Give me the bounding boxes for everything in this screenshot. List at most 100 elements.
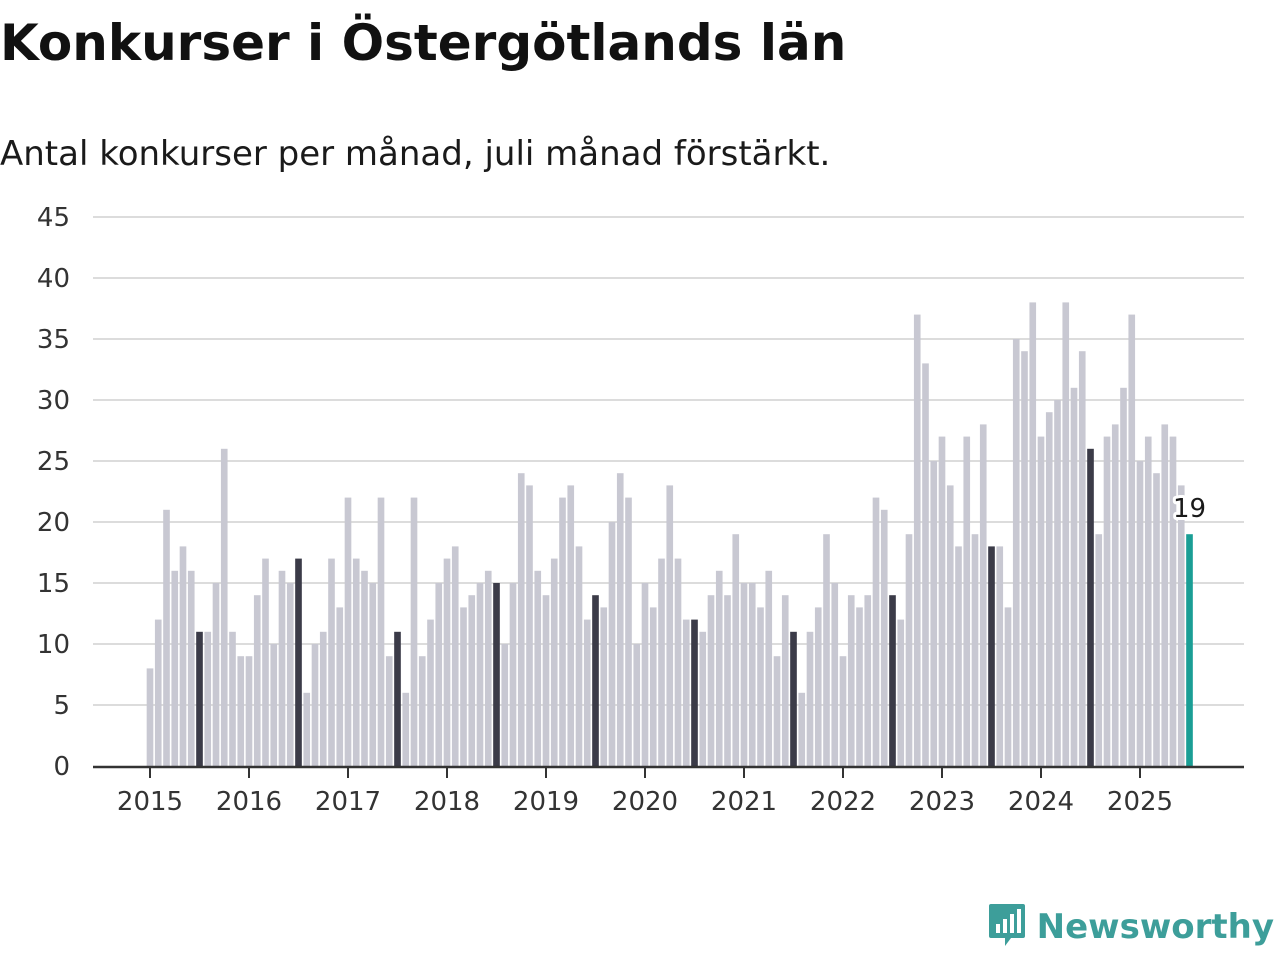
bar bbox=[955, 546, 962, 766]
bar bbox=[443, 558, 451, 766]
bar bbox=[278, 570, 286, 766]
value-labels: 19 bbox=[1170, 491, 1209, 527]
bar bbox=[831, 583, 839, 766]
bar bbox=[484, 570, 492, 766]
bar bbox=[922, 363, 929, 766]
bar bbox=[196, 631, 203, 766]
y-tick-label: 15 bbox=[37, 569, 70, 599]
bar bbox=[369, 583, 377, 766]
bar bbox=[517, 473, 525, 766]
bar bbox=[361, 570, 368, 766]
bar bbox=[1111, 424, 1119, 766]
bar bbox=[575, 546, 583, 766]
bar bbox=[740, 583, 748, 766]
bar bbox=[1070, 387, 1078, 766]
bar bbox=[1062, 302, 1070, 766]
bar bbox=[724, 595, 731, 766]
bar bbox=[237, 656, 245, 766]
bar bbox=[649, 607, 657, 766]
x-tick-label: 2015 bbox=[117, 787, 183, 817]
bar bbox=[468, 595, 476, 766]
bar bbox=[1177, 485, 1185, 766]
y-tick-label: 25 bbox=[37, 447, 70, 477]
bar bbox=[946, 485, 954, 766]
bar bbox=[435, 583, 443, 766]
bar bbox=[311, 644, 319, 766]
bar bbox=[460, 607, 467, 766]
bar bbox=[913, 314, 921, 766]
bar bbox=[1045, 412, 1053, 766]
x-tick-label: 2023 bbox=[909, 787, 975, 817]
bar bbox=[707, 595, 715, 766]
y-tick-label: 35 bbox=[37, 325, 70, 355]
bar bbox=[526, 485, 533, 766]
bar bbox=[377, 497, 385, 766]
bar bbox=[1054, 400, 1061, 766]
bar bbox=[1136, 461, 1144, 766]
bar bbox=[262, 558, 269, 766]
bar bbox=[1153, 473, 1160, 766]
x-tick-label: 2016 bbox=[216, 787, 282, 817]
bar bbox=[187, 570, 195, 766]
bar bbox=[872, 497, 880, 766]
bar bbox=[286, 583, 294, 766]
bars bbox=[146, 302, 1193, 766]
bar bbox=[930, 461, 938, 766]
bar bbox=[781, 595, 789, 766]
y-tick-label: 45 bbox=[37, 203, 70, 233]
bar bbox=[534, 570, 542, 766]
bar bbox=[385, 656, 393, 766]
bar bbox=[699, 631, 707, 766]
x-tick-label: 2021 bbox=[711, 787, 777, 817]
bar bbox=[790, 631, 797, 766]
bar bbox=[493, 583, 500, 766]
bar bbox=[501, 644, 509, 766]
bar bbox=[757, 607, 764, 766]
bar bbox=[880, 509, 888, 766]
chart-title: Konkurser i Östergötlands län bbox=[0, 14, 847, 72]
bar bbox=[451, 546, 459, 766]
bar bbox=[220, 448, 228, 766]
x-tick-label: 2019 bbox=[513, 787, 579, 817]
bar bbox=[427, 619, 434, 766]
bar bbox=[303, 692, 311, 766]
bar bbox=[212, 583, 220, 766]
x-tick-label: 2022 bbox=[810, 787, 876, 817]
bar bbox=[715, 570, 723, 766]
bar bbox=[171, 570, 179, 766]
bar bbox=[938, 436, 946, 766]
bar bbox=[864, 595, 872, 766]
y-tick-label: 30 bbox=[37, 386, 70, 416]
x-tick-label: 2025 bbox=[1107, 787, 1173, 817]
bar bbox=[691, 619, 698, 766]
bar bbox=[1095, 534, 1103, 766]
bar bbox=[666, 485, 674, 766]
bar bbox=[1037, 436, 1045, 766]
y-axis-ticks: 0 5 10 15 20 25 30 35 40 45 bbox=[37, 203, 70, 782]
bar bbox=[344, 497, 352, 766]
bar bbox=[1004, 607, 1012, 766]
bar bbox=[905, 534, 913, 766]
bar bbox=[682, 619, 690, 766]
bar bbox=[988, 546, 995, 766]
bar bbox=[633, 644, 641, 766]
bar bbox=[1128, 314, 1136, 766]
bar bbox=[163, 509, 170, 766]
x-tick-label: 2017 bbox=[315, 787, 381, 817]
bar bbox=[583, 619, 591, 766]
x-axis-ticks: 2015 2016 2017 2018 2019 2020 2021 2022 2023 2024… bbox=[117, 768, 1173, 817]
bar bbox=[509, 583, 517, 766]
y-tick-label: 20 bbox=[37, 508, 70, 538]
bar bbox=[1029, 302, 1037, 766]
bar bbox=[1144, 436, 1152, 766]
bar bbox=[1161, 424, 1169, 766]
bar bbox=[1186, 534, 1193, 766]
bar bbox=[336, 607, 344, 766]
bar bbox=[418, 656, 426, 766]
y-tick-label: 0 bbox=[53, 752, 70, 782]
bar bbox=[856, 607, 863, 766]
bar bbox=[402, 692, 410, 766]
x-tick-label: 2024 bbox=[1008, 787, 1074, 817]
newsworthy-logo-icon bbox=[987, 902, 1027, 952]
